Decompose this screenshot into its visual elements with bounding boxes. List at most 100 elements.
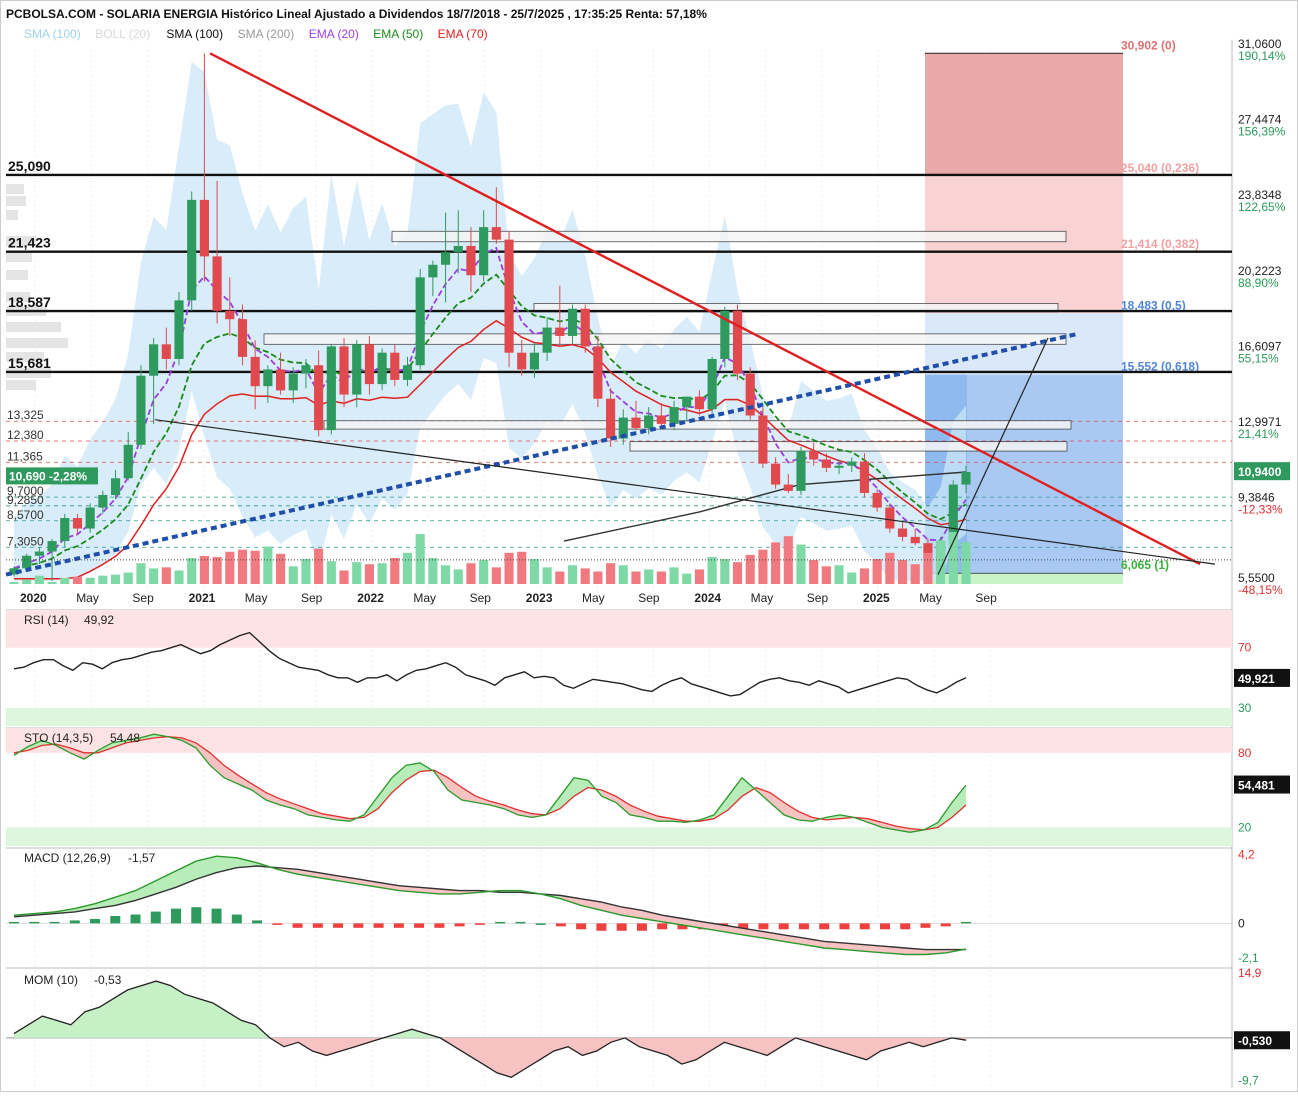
macd-histogram-bar	[616, 923, 627, 931]
mom-line	[13, 980, 967, 1079]
candle-body	[491, 227, 501, 240]
fib-level-label: 6,065 (1)	[1121, 558, 1169, 572]
mom-axis-bottom: -9,7	[1238, 1073, 1259, 1087]
volume-bar	[606, 563, 616, 584]
macd-histogram-bar	[940, 923, 951, 927]
fib-level-label: 21,414 (0,382)	[1121, 237, 1199, 251]
volume-bar	[326, 561, 336, 584]
stoch-label: STO (14,3,5)	[24, 731, 93, 745]
volume-bar	[821, 566, 831, 584]
macd-histogram-bar	[859, 923, 870, 930]
volume-bar	[796, 544, 806, 584]
rsi-value: 49,92	[84, 613, 114, 627]
volume-bar	[22, 579, 32, 584]
candle-body	[237, 319, 248, 357]
price-axis-pct: 21,41%	[1238, 427, 1279, 441]
mom-value-badge	[1234, 1031, 1290, 1050]
volume-bar	[885, 552, 895, 584]
candle-body	[364, 344, 374, 385]
volume-bar	[491, 567, 501, 584]
price-axis-label: 9,3846	[1238, 491, 1275, 505]
candle-body	[339, 346, 349, 395]
stoch-fill	[770, 792, 784, 815]
candle-body	[415, 277, 425, 366]
volume-bar	[720, 559, 730, 584]
indicator-legend-item: EMA (70)	[438, 27, 488, 41]
volume-bar	[339, 570, 349, 584]
level-label: 9,7000	[7, 484, 44, 498]
volume-bar	[834, 565, 844, 584]
stoch-fill	[798, 811, 812, 822]
fib-zone-top	[925, 53, 1123, 177]
price-axis-pct: 88,90%	[1238, 276, 1279, 290]
volume-bar	[771, 542, 781, 584]
macd-fill	[702, 921, 723, 932]
volume-profile-bar	[6, 236, 36, 246]
volume-profile-bar	[6, 380, 36, 390]
volume-bar	[288, 566, 298, 584]
volume-bar	[682, 573, 692, 584]
volume-bar	[758, 549, 768, 584]
time-axis-label: 2024	[694, 591, 721, 605]
price-axis-pct: 55,15%	[1238, 351, 1279, 365]
stoch-level-20: 20	[1238, 820, 1252, 834]
macd-histogram-bar	[292, 923, 303, 928]
mom-value-badge-text: -0,530	[1238, 1034, 1272, 1048]
candle-body	[136, 375, 146, 445]
candle-body	[479, 227, 489, 276]
fib-zone-upper	[925, 176, 1123, 314]
macd-histogram-bar	[231, 914, 242, 924]
level-label: 13,325	[7, 408, 44, 422]
macd-fill	[338, 875, 359, 885]
volume-profile-bar	[6, 270, 28, 280]
candle-body	[504, 239, 514, 353]
macd-fill	[844, 943, 865, 952]
stoch-fill	[868, 818, 882, 828]
time-axis-label: 2021	[189, 591, 216, 605]
macd-histogram-bar	[920, 923, 931, 928]
time-axis-label: 2020	[20, 591, 47, 605]
price-axis-label: 16,6097	[1238, 339, 1282, 353]
candle-body	[872, 492, 882, 508]
horizontal-level-label: 15,681	[8, 355, 51, 371]
candle-body	[656, 415, 666, 424]
macd-histogram-bar	[900, 923, 911, 930]
macd-fill	[824, 941, 845, 950]
macd-histogram-bar	[535, 923, 546, 925]
volume-bar	[60, 577, 70, 584]
volume-profile-bar	[6, 184, 24, 194]
rsi-value-badge	[1234, 668, 1290, 687]
macd-histogram-bar	[9, 921, 19, 924]
volume-profile-bar	[6, 252, 32, 262]
macd-fill	[763, 931, 784, 942]
rsi-oversold-zone	[6, 707, 1232, 726]
candle-body	[377, 352, 387, 385]
volume-profile-bar	[6, 196, 26, 206]
macd-histogram-bar	[150, 911, 161, 924]
volume-bar	[847, 572, 857, 584]
candle-body	[212, 256, 222, 311]
stoch-fill	[602, 790, 616, 803]
stoch-fill	[28, 740, 42, 751]
volume-profile-bar	[6, 292, 30, 302]
volume-bar	[669, 567, 679, 584]
stoch-fill	[644, 811, 658, 822]
time-axis-label: May	[413, 591, 436, 605]
candle-body	[72, 518, 83, 529]
macd-fill	[864, 944, 885, 953]
candle-body	[453, 245, 463, 253]
price-axis-pct: 122,65%	[1238, 200, 1286, 214]
candle-body	[821, 459, 831, 468]
candle-body	[60, 518, 70, 542]
mom-negative-area	[14, 1037, 966, 1078]
price-axis-label: 20,2223	[1238, 264, 1282, 278]
candle-body	[923, 543, 933, 558]
volume-bar	[402, 552, 413, 584]
time-axis-label: 2022	[357, 591, 384, 605]
level-label: 8,5700	[7, 508, 44, 522]
stoch-fill	[392, 765, 406, 793]
macd-histogram-bar	[798, 923, 809, 930]
rsi-level-30: 30	[1238, 701, 1252, 715]
stoch-fill	[378, 777, 392, 809]
stoch-oversold-zone	[6, 827, 1232, 846]
